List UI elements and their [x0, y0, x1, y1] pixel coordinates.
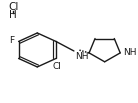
Text: NH: NH [123, 48, 137, 57]
Text: Cl: Cl [8, 2, 18, 12]
Text: NH: NH [75, 52, 89, 61]
Text: Cl: Cl [52, 62, 61, 71]
Text: F: F [9, 36, 14, 45]
Text: H: H [9, 10, 17, 20]
